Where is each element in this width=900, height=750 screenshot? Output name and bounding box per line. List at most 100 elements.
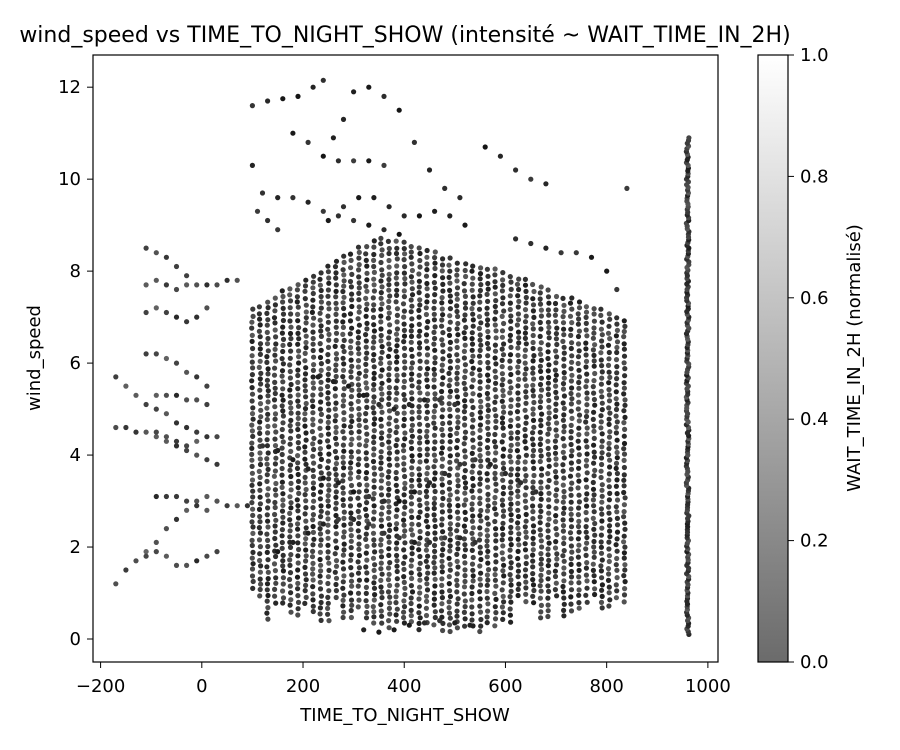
data-point xyxy=(538,556,545,562)
data-point xyxy=(463,273,469,280)
data-point xyxy=(447,466,453,472)
data-point xyxy=(478,570,484,576)
data-point xyxy=(378,511,384,517)
data-point xyxy=(302,474,308,480)
data-point xyxy=(552,367,559,373)
data-point xyxy=(447,432,453,438)
data-point xyxy=(317,310,323,316)
data-point xyxy=(478,463,484,469)
data-point xyxy=(287,570,294,576)
data-point xyxy=(446,574,452,580)
data-point xyxy=(599,593,605,600)
data-point xyxy=(530,387,536,394)
data-point xyxy=(607,517,613,523)
data-point xyxy=(463,516,469,523)
data-point xyxy=(538,485,544,491)
data-point xyxy=(492,464,498,470)
data-point xyxy=(280,311,287,317)
data-point xyxy=(326,331,332,337)
data-point xyxy=(318,593,324,599)
data-point xyxy=(288,348,294,354)
data-point xyxy=(279,392,285,398)
data-point xyxy=(431,622,437,628)
data-point xyxy=(417,358,423,364)
data-point xyxy=(469,341,476,347)
data-point xyxy=(257,450,263,456)
data-point xyxy=(272,499,278,506)
data-point xyxy=(401,560,407,566)
data-point xyxy=(452,401,458,408)
data-point xyxy=(470,275,476,281)
data-point xyxy=(537,404,543,411)
data-point xyxy=(552,300,559,307)
data-point xyxy=(347,251,354,257)
data-point xyxy=(561,488,567,495)
data-point xyxy=(264,472,270,478)
data-point xyxy=(584,578,590,584)
data-point xyxy=(537,301,544,307)
data-point xyxy=(530,453,536,459)
data-point xyxy=(265,388,271,394)
data-point xyxy=(538,602,545,609)
data-point xyxy=(537,503,543,509)
data-point xyxy=(599,461,605,468)
data-point xyxy=(288,487,294,493)
data-point xyxy=(378,306,384,312)
data-point xyxy=(265,317,271,323)
data-point xyxy=(561,613,567,619)
data-point xyxy=(576,561,582,567)
data-point xyxy=(371,352,377,358)
data-point xyxy=(394,281,400,287)
data-point xyxy=(621,385,628,391)
data-point xyxy=(507,594,513,600)
data-point xyxy=(371,446,377,452)
data-point xyxy=(523,389,529,395)
data-point xyxy=(538,609,544,615)
data-point xyxy=(432,583,438,589)
data-point xyxy=(614,419,620,425)
data-point xyxy=(531,376,537,382)
data-point xyxy=(332,551,338,557)
data-point xyxy=(348,614,354,621)
data-point xyxy=(576,587,582,593)
data-point xyxy=(440,281,446,287)
data-point xyxy=(184,507,190,513)
data-point xyxy=(341,592,347,598)
data-point xyxy=(606,349,612,356)
data-point xyxy=(530,459,536,465)
data-point xyxy=(288,590,294,596)
data-point xyxy=(303,547,309,553)
data-point xyxy=(431,317,437,323)
data-point xyxy=(416,566,422,572)
data-point xyxy=(348,350,354,356)
data-point xyxy=(590,384,596,390)
data-point xyxy=(454,278,460,284)
data-point xyxy=(477,488,483,494)
data-point xyxy=(591,423,597,429)
data-point xyxy=(303,518,309,524)
data-point xyxy=(432,576,438,582)
data-point xyxy=(273,455,279,461)
data-point xyxy=(417,421,423,427)
data-point xyxy=(493,511,499,517)
data-point xyxy=(249,319,255,325)
data-point xyxy=(386,276,392,283)
data-point xyxy=(607,374,613,380)
data-point xyxy=(553,293,560,300)
data-point xyxy=(613,504,619,510)
data-point xyxy=(606,590,612,596)
data-point xyxy=(295,612,301,618)
data-point xyxy=(614,401,620,407)
data-point xyxy=(250,530,256,537)
data-point xyxy=(478,320,484,326)
data-point xyxy=(325,377,331,383)
data-point xyxy=(386,534,392,540)
data-point xyxy=(408,309,414,315)
data-point xyxy=(409,261,415,267)
data-point xyxy=(408,249,414,255)
data-point xyxy=(303,320,309,326)
data-point xyxy=(431,377,437,383)
data-point xyxy=(356,262,362,268)
data-point xyxy=(560,517,566,523)
data-point xyxy=(477,441,483,447)
